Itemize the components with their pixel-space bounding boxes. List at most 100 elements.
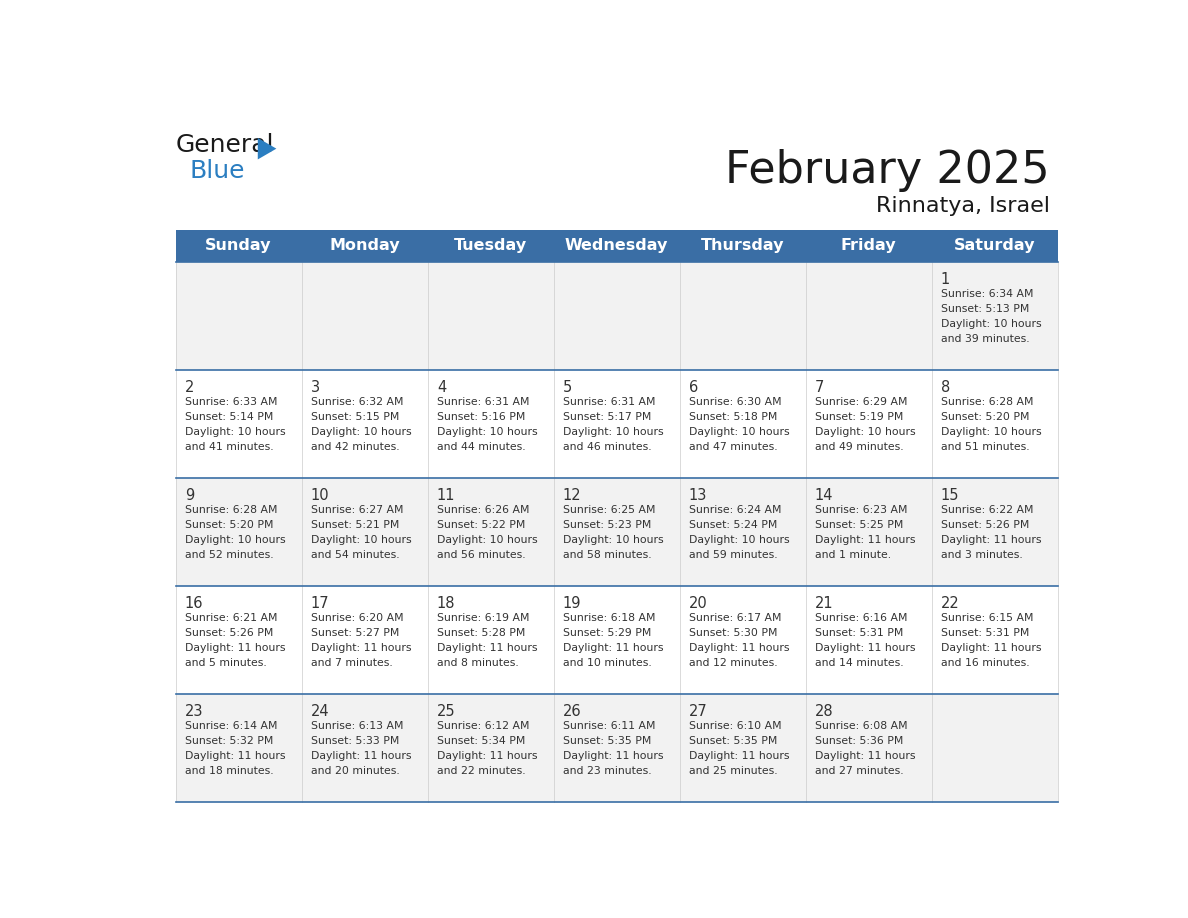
Text: 3: 3 bbox=[311, 380, 320, 395]
Text: Sunset: 5:33 PM: Sunset: 5:33 PM bbox=[311, 735, 399, 745]
Text: Sunrise: 6:33 AM: Sunrise: 6:33 AM bbox=[185, 397, 278, 407]
Text: Sunset: 5:22 PM: Sunset: 5:22 PM bbox=[437, 520, 525, 530]
Text: Wednesday: Wednesday bbox=[565, 238, 669, 253]
Text: 17: 17 bbox=[311, 596, 329, 610]
Text: Daylight: 10 hours: Daylight: 10 hours bbox=[941, 427, 1042, 437]
Text: Daylight: 11 hours: Daylight: 11 hours bbox=[689, 751, 789, 761]
Text: Sunrise: 6:13 AM: Sunrise: 6:13 AM bbox=[311, 721, 404, 731]
Bar bbox=[176, 230, 1057, 262]
Text: and 56 minutes.: and 56 minutes. bbox=[437, 550, 525, 560]
Text: and 25 minutes.: and 25 minutes. bbox=[689, 766, 777, 776]
Text: Daylight: 10 hours: Daylight: 10 hours bbox=[437, 535, 537, 544]
Text: Daylight: 11 hours: Daylight: 11 hours bbox=[815, 535, 916, 544]
Text: Sunset: 5:19 PM: Sunset: 5:19 PM bbox=[815, 412, 903, 421]
Text: 6: 6 bbox=[689, 380, 699, 395]
Bar bbox=[176, 262, 1057, 370]
Text: Sunrise: 6:34 AM: Sunrise: 6:34 AM bbox=[941, 289, 1034, 298]
Text: and 10 minutes.: and 10 minutes. bbox=[563, 657, 652, 667]
Text: Rinnatya, Israel: Rinnatya, Israel bbox=[876, 196, 1050, 217]
Text: 5: 5 bbox=[563, 380, 573, 395]
Text: Sunrise: 6:12 AM: Sunrise: 6:12 AM bbox=[437, 721, 530, 731]
Text: Daylight: 10 hours: Daylight: 10 hours bbox=[311, 535, 411, 544]
Text: Saturday: Saturday bbox=[954, 238, 1035, 253]
Text: and 46 minutes.: and 46 minutes. bbox=[563, 442, 651, 452]
Text: Sunrise: 6:29 AM: Sunrise: 6:29 AM bbox=[815, 397, 908, 407]
Text: Daylight: 11 hours: Daylight: 11 hours bbox=[563, 751, 663, 761]
Text: 7: 7 bbox=[815, 380, 824, 395]
Text: Daylight: 11 hours: Daylight: 11 hours bbox=[563, 643, 663, 653]
Text: 23: 23 bbox=[185, 704, 203, 719]
Text: Sunset: 5:35 PM: Sunset: 5:35 PM bbox=[563, 735, 651, 745]
Text: and 3 minutes.: and 3 minutes. bbox=[941, 550, 1023, 560]
Text: 16: 16 bbox=[185, 596, 203, 610]
Text: Daylight: 11 hours: Daylight: 11 hours bbox=[185, 643, 285, 653]
Text: Sunrise: 6:14 AM: Sunrise: 6:14 AM bbox=[185, 721, 278, 731]
Text: Sunrise: 6:24 AM: Sunrise: 6:24 AM bbox=[689, 505, 782, 515]
Text: Sunset: 5:20 PM: Sunset: 5:20 PM bbox=[185, 520, 273, 530]
Text: 2: 2 bbox=[185, 380, 195, 395]
Text: Daylight: 10 hours: Daylight: 10 hours bbox=[185, 535, 285, 544]
Text: Daylight: 10 hours: Daylight: 10 hours bbox=[689, 535, 790, 544]
Text: 19: 19 bbox=[563, 596, 581, 610]
Text: and 22 minutes.: and 22 minutes. bbox=[437, 766, 525, 776]
Text: Sunset: 5:35 PM: Sunset: 5:35 PM bbox=[689, 735, 777, 745]
Text: Sunrise: 6:15 AM: Sunrise: 6:15 AM bbox=[941, 612, 1034, 622]
Text: Daylight: 11 hours: Daylight: 11 hours bbox=[815, 751, 916, 761]
Bar bbox=[176, 586, 1057, 694]
Text: Daylight: 10 hours: Daylight: 10 hours bbox=[185, 427, 285, 437]
Text: Daylight: 11 hours: Daylight: 11 hours bbox=[311, 751, 411, 761]
Text: Monday: Monday bbox=[329, 238, 400, 253]
Text: Sunset: 5:28 PM: Sunset: 5:28 PM bbox=[437, 628, 525, 638]
Text: and 20 minutes.: and 20 minutes. bbox=[311, 766, 399, 776]
Text: Sunrise: 6:08 AM: Sunrise: 6:08 AM bbox=[815, 721, 908, 731]
Text: Sunset: 5:21 PM: Sunset: 5:21 PM bbox=[311, 520, 399, 530]
Text: 15: 15 bbox=[941, 487, 960, 503]
Text: 13: 13 bbox=[689, 487, 707, 503]
Text: 4: 4 bbox=[437, 380, 447, 395]
Text: Daylight: 10 hours: Daylight: 10 hours bbox=[563, 427, 664, 437]
Text: and 44 minutes.: and 44 minutes. bbox=[437, 442, 525, 452]
Text: Sunday: Sunday bbox=[206, 238, 272, 253]
Text: Daylight: 11 hours: Daylight: 11 hours bbox=[689, 643, 789, 653]
Text: Sunrise: 6:31 AM: Sunrise: 6:31 AM bbox=[563, 397, 656, 407]
Text: Daylight: 10 hours: Daylight: 10 hours bbox=[815, 427, 916, 437]
Text: 25: 25 bbox=[437, 704, 455, 719]
Text: Sunset: 5:29 PM: Sunset: 5:29 PM bbox=[563, 628, 651, 638]
Text: Sunset: 5:30 PM: Sunset: 5:30 PM bbox=[689, 628, 777, 638]
Text: Sunset: 5:32 PM: Sunset: 5:32 PM bbox=[185, 735, 273, 745]
Text: Sunset: 5:31 PM: Sunset: 5:31 PM bbox=[815, 628, 903, 638]
Text: Sunrise: 6:30 AM: Sunrise: 6:30 AM bbox=[689, 397, 782, 407]
Text: 12: 12 bbox=[563, 487, 582, 503]
Text: 22: 22 bbox=[941, 596, 960, 610]
Text: Sunrise: 6:32 AM: Sunrise: 6:32 AM bbox=[311, 397, 404, 407]
Text: and 42 minutes.: and 42 minutes. bbox=[311, 442, 399, 452]
Text: 8: 8 bbox=[941, 380, 950, 395]
Text: and 54 minutes.: and 54 minutes. bbox=[311, 550, 399, 560]
Text: and 23 minutes.: and 23 minutes. bbox=[563, 766, 651, 776]
Text: Daylight: 11 hours: Daylight: 11 hours bbox=[815, 643, 916, 653]
Text: Sunset: 5:31 PM: Sunset: 5:31 PM bbox=[941, 628, 1029, 638]
Text: and 14 minutes.: and 14 minutes. bbox=[815, 657, 904, 667]
Text: Daylight: 10 hours: Daylight: 10 hours bbox=[437, 427, 537, 437]
Text: and 12 minutes.: and 12 minutes. bbox=[689, 657, 777, 667]
Text: and 51 minutes.: and 51 minutes. bbox=[941, 442, 1030, 452]
Text: Sunset: 5:23 PM: Sunset: 5:23 PM bbox=[563, 520, 651, 530]
Text: Sunrise: 6:18 AM: Sunrise: 6:18 AM bbox=[563, 612, 656, 622]
Text: and 7 minutes.: and 7 minutes. bbox=[311, 657, 393, 667]
Text: 9: 9 bbox=[185, 487, 194, 503]
Text: Sunset: 5:15 PM: Sunset: 5:15 PM bbox=[311, 412, 399, 421]
Text: and 39 minutes.: and 39 minutes. bbox=[941, 334, 1030, 344]
Text: 11: 11 bbox=[437, 487, 455, 503]
Text: Daylight: 10 hours: Daylight: 10 hours bbox=[311, 427, 411, 437]
Text: and 58 minutes.: and 58 minutes. bbox=[563, 550, 651, 560]
Text: Sunrise: 6:28 AM: Sunrise: 6:28 AM bbox=[185, 505, 278, 515]
Text: Sunset: 5:26 PM: Sunset: 5:26 PM bbox=[941, 520, 1029, 530]
Text: Daylight: 10 hours: Daylight: 10 hours bbox=[563, 535, 664, 544]
Text: Sunset: 5:26 PM: Sunset: 5:26 PM bbox=[185, 628, 273, 638]
Text: Sunrise: 6:10 AM: Sunrise: 6:10 AM bbox=[689, 721, 782, 731]
Bar bbox=[176, 694, 1057, 801]
Text: Daylight: 11 hours: Daylight: 11 hours bbox=[311, 643, 411, 653]
Text: Sunset: 5:14 PM: Sunset: 5:14 PM bbox=[185, 412, 273, 421]
Text: and 27 minutes.: and 27 minutes. bbox=[815, 766, 904, 776]
Text: and 16 minutes.: and 16 minutes. bbox=[941, 657, 1030, 667]
